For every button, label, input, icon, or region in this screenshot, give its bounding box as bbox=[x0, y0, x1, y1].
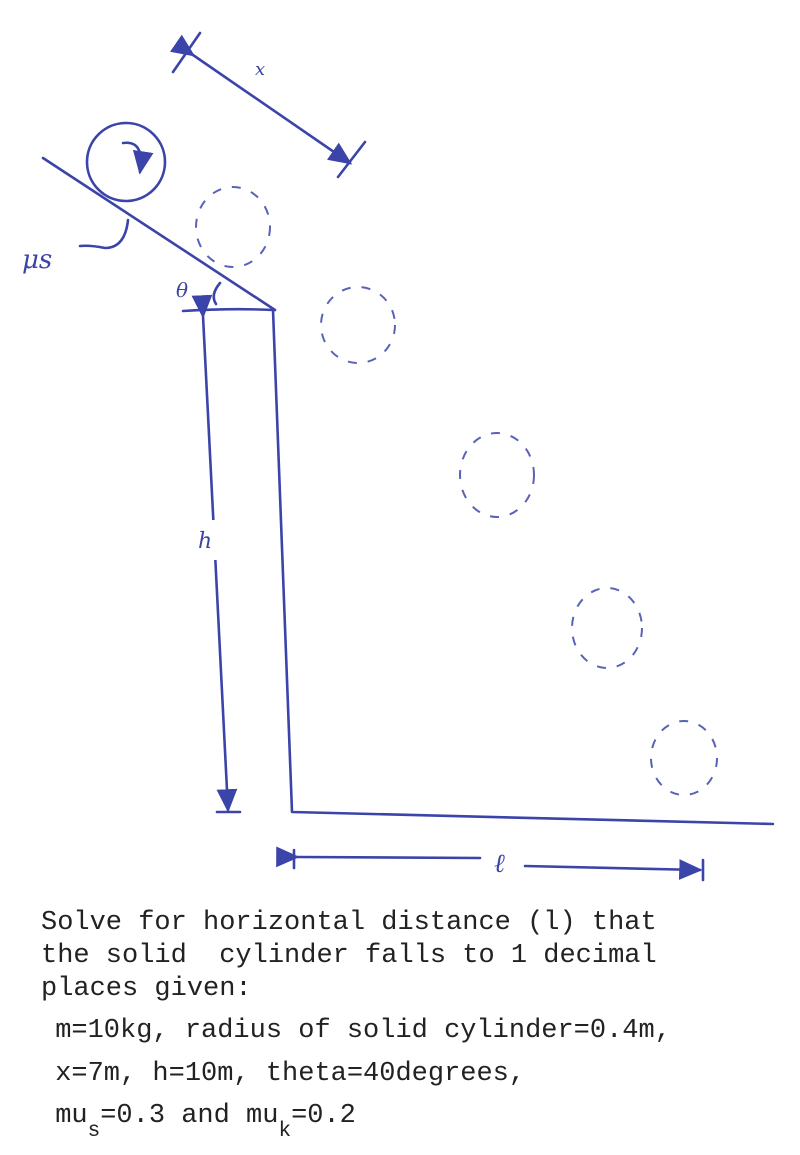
x-dimension: x bbox=[169, 31, 367, 179]
mu-s-annotation: μs bbox=[22, 218, 130, 275]
problem-line: x=7m, h=10m, theta=40degrees, bbox=[39, 1059, 526, 1089]
l-dimension: ℓ bbox=[276, 846, 705, 882]
h-dimension: h bbox=[191, 294, 242, 814]
l-label: ℓ bbox=[494, 849, 505, 879]
x-label: x bbox=[255, 59, 265, 80]
ghost-cylinder bbox=[650, 720, 718, 796]
cylinder-cliff-diagram: x μs θ h ℓ bbox=[22, 31, 775, 882]
problem-line: the solid cylinder falls to 1 decimal bbox=[41, 941, 657, 971]
problem-line: Solve for horizontal distance (l) that bbox=[41, 908, 657, 938]
mu-s-prefix: mu bbox=[39, 1101, 88, 1131]
mu-k-value: =0.2 bbox=[291, 1101, 356, 1131]
problem-line: places given: bbox=[41, 974, 252, 1004]
cliff-outline bbox=[181, 307, 775, 826]
problem-line-friction: mus=0.3 and muk=0.2 bbox=[39, 1101, 356, 1143]
mu-s-label: μs bbox=[22, 245, 52, 275]
theta-label: θ bbox=[176, 278, 188, 302]
mu-s-value: =0.3 and mu bbox=[100, 1101, 279, 1131]
incline-surface bbox=[41, 156, 277, 312]
ghost-cylinder bbox=[195, 186, 271, 268]
solid-cylinder bbox=[85, 121, 167, 203]
mu-k-subscript: k bbox=[278, 1120, 292, 1143]
trajectory-positions bbox=[195, 186, 718, 796]
ghost-cylinder bbox=[459, 432, 535, 518]
problem-line: m=10kg, radius of solid cylinder=0.4m, bbox=[39, 1016, 671, 1046]
ghost-cylinder bbox=[320, 286, 396, 364]
h-label: h bbox=[198, 529, 212, 554]
theta-arc bbox=[212, 281, 222, 306]
ghost-cylinder bbox=[571, 587, 643, 669]
mu-s-subscript: s bbox=[87, 1120, 101, 1143]
